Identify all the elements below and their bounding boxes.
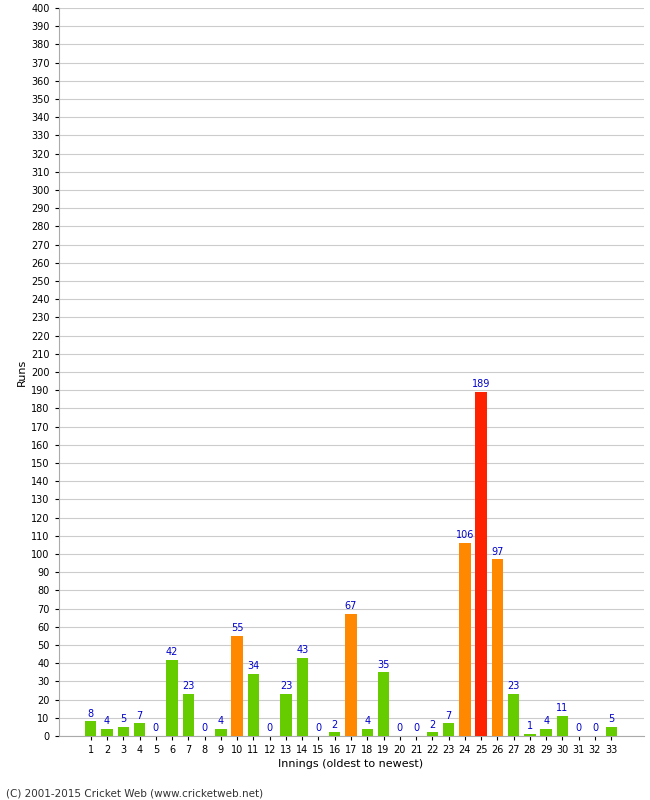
Text: 4: 4 [104, 716, 110, 726]
Bar [508, 694, 519, 736]
Text: 43: 43 [296, 645, 308, 655]
Bar [524, 734, 536, 736]
Bar [183, 694, 194, 736]
Text: 4: 4 [218, 716, 224, 726]
Text: 0: 0 [396, 723, 403, 734]
Text: 1: 1 [527, 722, 533, 731]
Text: 23: 23 [280, 682, 292, 691]
Bar [215, 729, 227, 736]
Bar [329, 732, 341, 736]
Text: 42: 42 [166, 647, 178, 657]
Text: 7: 7 [136, 710, 143, 721]
Text: 2: 2 [332, 720, 338, 730]
Bar [280, 694, 292, 736]
Text: 4: 4 [543, 716, 549, 726]
Text: 0: 0 [202, 723, 208, 734]
Text: 67: 67 [344, 602, 358, 611]
Text: 11: 11 [556, 703, 569, 714]
Text: 2: 2 [429, 720, 436, 730]
Bar [459, 543, 471, 736]
Text: 23: 23 [508, 682, 520, 691]
Text: 0: 0 [592, 723, 598, 734]
Text: 97: 97 [491, 546, 504, 557]
Text: 35: 35 [378, 659, 390, 670]
Bar [557, 716, 568, 736]
Text: 8: 8 [88, 709, 94, 718]
Text: 55: 55 [231, 623, 243, 633]
Text: (C) 2001-2015 Cricket Web (www.cricketweb.net): (C) 2001-2015 Cricket Web (www.cricketwe… [6, 788, 264, 798]
Text: 0: 0 [315, 723, 322, 734]
X-axis label: Innings (oldest to newest): Innings (oldest to newest) [278, 759, 424, 769]
Bar [606, 727, 617, 736]
Bar [491, 559, 503, 736]
Bar [118, 727, 129, 736]
Text: 23: 23 [182, 682, 194, 691]
Bar [166, 659, 178, 736]
Bar [378, 672, 389, 736]
Bar [540, 729, 552, 736]
Y-axis label: Runs: Runs [17, 358, 27, 386]
Bar [426, 732, 438, 736]
Bar [345, 614, 357, 736]
Text: 5: 5 [608, 714, 614, 724]
Text: 5: 5 [120, 714, 127, 724]
Text: 106: 106 [456, 530, 474, 540]
Text: 0: 0 [153, 723, 159, 734]
Text: 7: 7 [445, 710, 452, 721]
Text: 34: 34 [247, 662, 259, 671]
Bar [231, 636, 243, 736]
Bar [85, 722, 96, 736]
Bar [101, 729, 112, 736]
Text: 4: 4 [364, 716, 370, 726]
Text: 0: 0 [413, 723, 419, 734]
Bar [475, 392, 487, 736]
Bar [248, 674, 259, 736]
Bar [296, 658, 308, 736]
Bar [134, 723, 145, 736]
Bar [443, 723, 454, 736]
Text: 0: 0 [266, 723, 273, 734]
Text: 0: 0 [576, 723, 582, 734]
Bar [361, 729, 373, 736]
Text: 189: 189 [472, 379, 490, 390]
